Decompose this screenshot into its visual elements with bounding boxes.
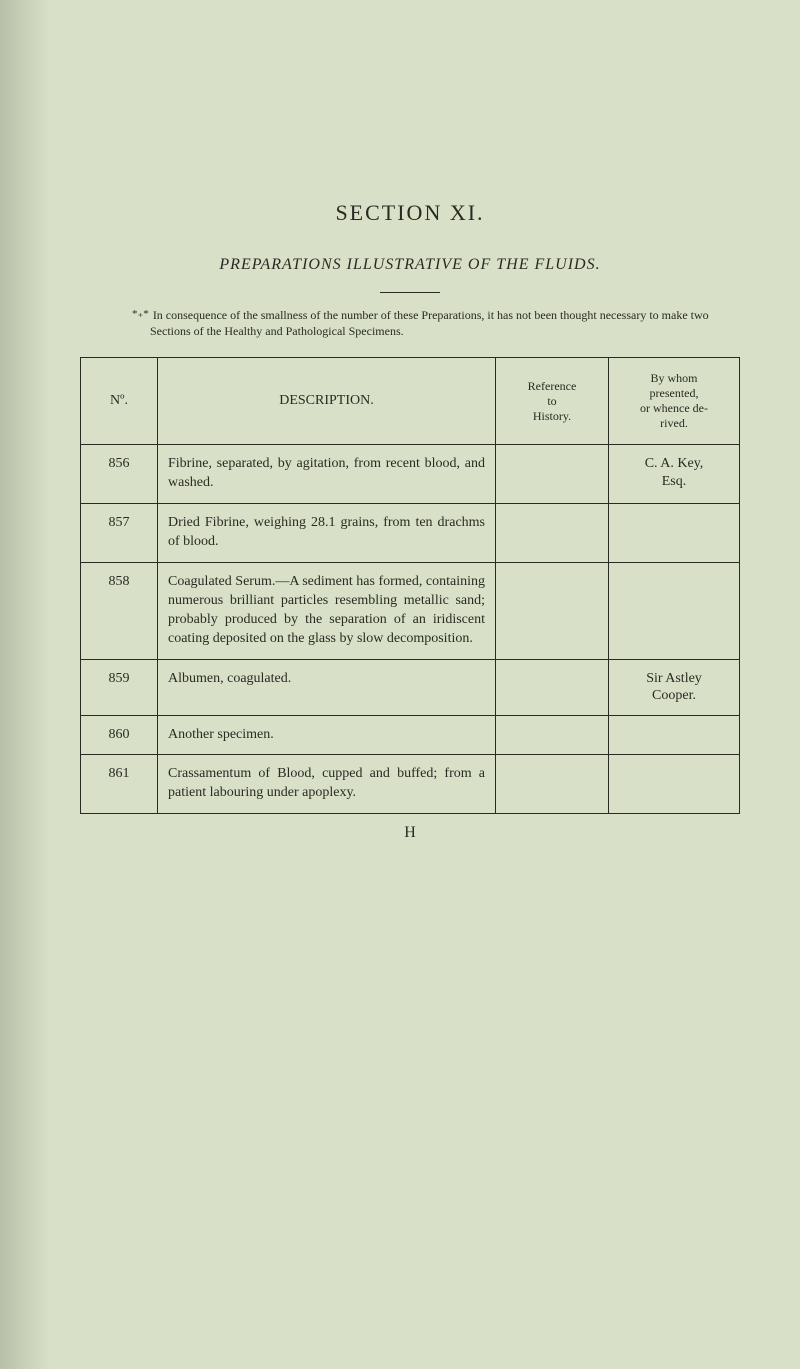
table-row: 860 Another specimen. [81, 715, 740, 755]
table-row: 857 Dried Fibrine, weighing 28.1 grains,… [81, 504, 740, 563]
cell-reference [496, 445, 609, 504]
cell-description: Albumen, coagulated. [158, 659, 496, 715]
cell-no: 861 [81, 755, 158, 814]
cell-description: Crassamentum of Blood, cupped and buffed… [158, 755, 496, 814]
cell-reference [496, 715, 609, 755]
col-header-whom-text: By whompresented,or whence de-rived. [619, 371, 729, 431]
cell-reference [496, 504, 609, 563]
page-gutter [0, 0, 50, 1369]
cell-no: 858 [81, 562, 158, 659]
editorial-note: *₊*In consequence of the smallness of th… [110, 307, 710, 339]
cell-whom-text: C. A. Key,Esq. [619, 455, 729, 490]
preparations-table: Nº. DESCRIPTION. ReferencetoHistory. By … [80, 357, 740, 814]
col-header-reference-text: ReferencetoHistory. [506, 379, 598, 424]
table-body: 856 Fibrine, separated, by agitation, fr… [81, 445, 740, 814]
cell-whom [609, 504, 740, 563]
table-row: 856 Fibrine, separated, by agitation, fr… [81, 445, 740, 504]
cell-no: 860 [81, 715, 158, 755]
cell-description: Dried Fibrine, weighing 28.1 grains, fro… [158, 504, 496, 563]
divider-rule [380, 292, 440, 293]
note-mark: *₊* [132, 308, 149, 320]
col-header-whom: By whompresented,or whence de-rived. [609, 358, 740, 445]
section-title: SECTION XI. [80, 200, 740, 226]
col-header-reference: ReferencetoHistory. [496, 358, 609, 445]
cell-reference [496, 659, 609, 715]
cell-whom [609, 755, 740, 814]
cell-no: 856 [81, 445, 158, 504]
table-row: 859 Albumen, coagulated. Sir AstleyCoope… [81, 659, 740, 715]
cell-whom: C. A. Key,Esq. [609, 445, 740, 504]
table-row: 858 Coagulated Serum.—A sediment has for… [81, 562, 740, 659]
section-subtitle: PREPARATIONS ILLUSTRATIVE OF THE FLUIDS. [80, 256, 740, 274]
cell-whom [609, 715, 740, 755]
cell-whom: Sir AstleyCooper. [609, 659, 740, 715]
cell-reference [496, 562, 609, 659]
table-row: 861 Crassamentum of Blood, cupped and bu… [81, 755, 740, 814]
page-container: SECTION XI. PREPARATIONS ILLUSTRATIVE OF… [0, 0, 800, 1369]
cell-whom-text: Sir AstleyCooper. [619, 670, 729, 705]
cell-reference [496, 755, 609, 814]
cell-description: Coagulated Serum.—A sediment has formed,… [158, 562, 496, 659]
col-header-description: DESCRIPTION. [158, 358, 496, 445]
col-header-no: Nº. [81, 358, 158, 445]
note-text: In consequence of the smallness of the n… [150, 308, 709, 338]
cell-no: 859 [81, 659, 158, 715]
table-header-row: Nº. DESCRIPTION. ReferencetoHistory. By … [81, 358, 740, 445]
signature-mark: H [80, 824, 740, 842]
cell-description: Fibrine, separated, by agitation, from r… [158, 445, 496, 504]
cell-description: Another specimen. [158, 715, 496, 755]
cell-no: 857 [81, 504, 158, 563]
cell-whom [609, 562, 740, 659]
